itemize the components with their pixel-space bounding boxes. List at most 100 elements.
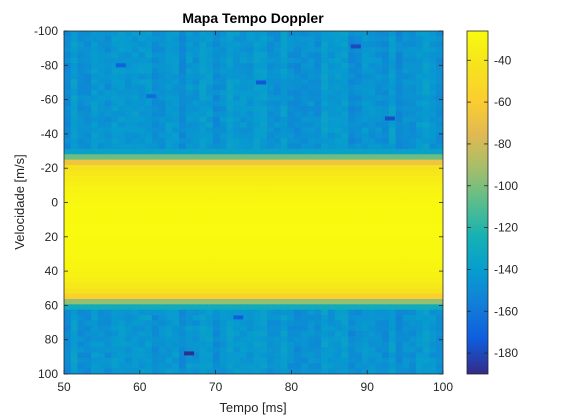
heatmap-cell bbox=[132, 283, 139, 289]
heatmap-cell bbox=[206, 160, 213, 166]
heatmap-cell bbox=[132, 315, 139, 321]
heatmap-cell bbox=[274, 208, 281, 214]
heatmap-cell bbox=[152, 251, 159, 257]
heatmap-cell bbox=[348, 347, 355, 353]
heatmap-cell bbox=[172, 267, 179, 273]
heatmap-cell bbox=[213, 229, 220, 235]
heatmap-cell bbox=[220, 245, 227, 251]
heatmap-cell bbox=[254, 261, 261, 267]
heatmap-cell bbox=[423, 176, 430, 182]
heatmap-cell bbox=[152, 278, 159, 284]
heatmap-cell bbox=[308, 336, 315, 342]
heatmap-cell bbox=[125, 358, 132, 364]
heatmap-cell bbox=[341, 160, 348, 166]
heatmap-cell bbox=[294, 336, 301, 342]
heatmap-cell bbox=[287, 229, 294, 235]
heatmap-cell bbox=[84, 192, 91, 198]
heatmap-cell bbox=[375, 235, 382, 241]
heatmap-cell bbox=[152, 267, 159, 273]
heatmap-cell bbox=[166, 278, 173, 284]
heatmap-cell bbox=[111, 203, 118, 209]
heatmap-cell bbox=[416, 288, 423, 294]
heatmap-cell bbox=[341, 294, 348, 300]
heatmap-cell bbox=[260, 85, 267, 91]
heatmap-cell bbox=[436, 186, 443, 192]
heatmap-cell bbox=[341, 106, 348, 112]
heatmap-cell bbox=[91, 31, 98, 37]
heatmap-cell bbox=[179, 186, 186, 192]
heatmap-cell bbox=[145, 208, 152, 214]
heatmap-cell bbox=[132, 181, 139, 187]
heatmap-cell bbox=[287, 149, 294, 155]
heatmap-cell bbox=[308, 192, 315, 198]
heatmap-cell bbox=[247, 85, 254, 91]
heatmap-cell bbox=[341, 138, 348, 144]
heatmap-cell bbox=[138, 133, 145, 139]
heatmap-cell bbox=[409, 336, 416, 342]
heatmap-cell bbox=[301, 74, 308, 80]
heatmap-cell bbox=[240, 138, 247, 144]
heatmap-cell bbox=[314, 101, 321, 107]
heatmap-cell bbox=[396, 165, 403, 171]
heatmap-cell bbox=[78, 224, 85, 230]
heatmap-cell bbox=[294, 111, 301, 117]
heatmap-cell bbox=[213, 117, 220, 123]
heatmap-cell bbox=[220, 154, 227, 160]
heatmap-cell bbox=[355, 90, 362, 96]
heatmap-cell bbox=[402, 342, 409, 348]
heatmap-cell bbox=[84, 353, 91, 359]
heatmap-cell bbox=[274, 304, 281, 310]
heatmap-cell bbox=[84, 229, 91, 235]
heatmap-cell bbox=[213, 165, 220, 171]
heatmap-cell bbox=[355, 235, 362, 241]
heatmap-cell bbox=[98, 197, 105, 203]
heatmap-cell bbox=[274, 219, 281, 225]
heatmap-cell bbox=[294, 294, 301, 300]
heatmap-cell bbox=[355, 63, 362, 69]
heatmap-cell bbox=[186, 320, 193, 326]
heatmap-cell bbox=[429, 283, 436, 289]
heatmap-cell bbox=[138, 36, 145, 42]
heatmap-cell bbox=[274, 336, 281, 342]
heatmap-cell bbox=[436, 326, 443, 332]
heatmap-cell bbox=[132, 170, 139, 176]
heatmap-cell bbox=[78, 111, 85, 117]
heatmap-cell bbox=[64, 272, 71, 278]
heatmap-cell bbox=[226, 363, 233, 369]
heatmap-cell bbox=[308, 256, 315, 262]
heatmap-cell bbox=[105, 353, 112, 359]
heatmap-cell bbox=[118, 229, 125, 235]
heatmap-cell bbox=[389, 272, 396, 278]
heatmap-cell bbox=[118, 358, 125, 364]
heatmap-cell bbox=[206, 79, 213, 85]
heatmap-cell bbox=[64, 261, 71, 267]
heatmap-cell bbox=[382, 267, 389, 273]
heatmap-cell bbox=[416, 235, 423, 241]
heatmap-cell bbox=[179, 326, 186, 332]
heatmap-cell bbox=[362, 283, 369, 289]
heatmap-cell bbox=[416, 63, 423, 69]
heatmap-cell bbox=[416, 69, 423, 75]
heatmap-cell bbox=[226, 106, 233, 112]
heatmap-cell bbox=[260, 47, 267, 53]
heatmap-cell bbox=[341, 63, 348, 69]
heatmap-cell bbox=[314, 342, 321, 348]
heatmap-cell bbox=[416, 170, 423, 176]
heatmap-cell bbox=[362, 36, 369, 42]
heatmap-cell bbox=[247, 144, 254, 150]
heatmap-cell bbox=[281, 336, 288, 342]
heatmap-cell bbox=[78, 42, 85, 48]
heatmap-cell bbox=[287, 310, 294, 316]
heatmap-cell bbox=[98, 42, 105, 48]
heatmap-cell bbox=[416, 127, 423, 133]
heatmap-cell bbox=[125, 261, 132, 267]
heatmap-cell bbox=[355, 353, 362, 359]
heatmap-cell bbox=[254, 111, 261, 117]
heatmap-cell bbox=[436, 52, 443, 58]
heatmap-cell bbox=[132, 138, 139, 144]
heatmap-cell bbox=[267, 326, 274, 332]
heatmap-cell bbox=[294, 149, 301, 155]
heatmap-cell bbox=[91, 358, 98, 364]
heatmap-cell bbox=[355, 358, 362, 364]
heatmap-cell bbox=[402, 69, 409, 75]
